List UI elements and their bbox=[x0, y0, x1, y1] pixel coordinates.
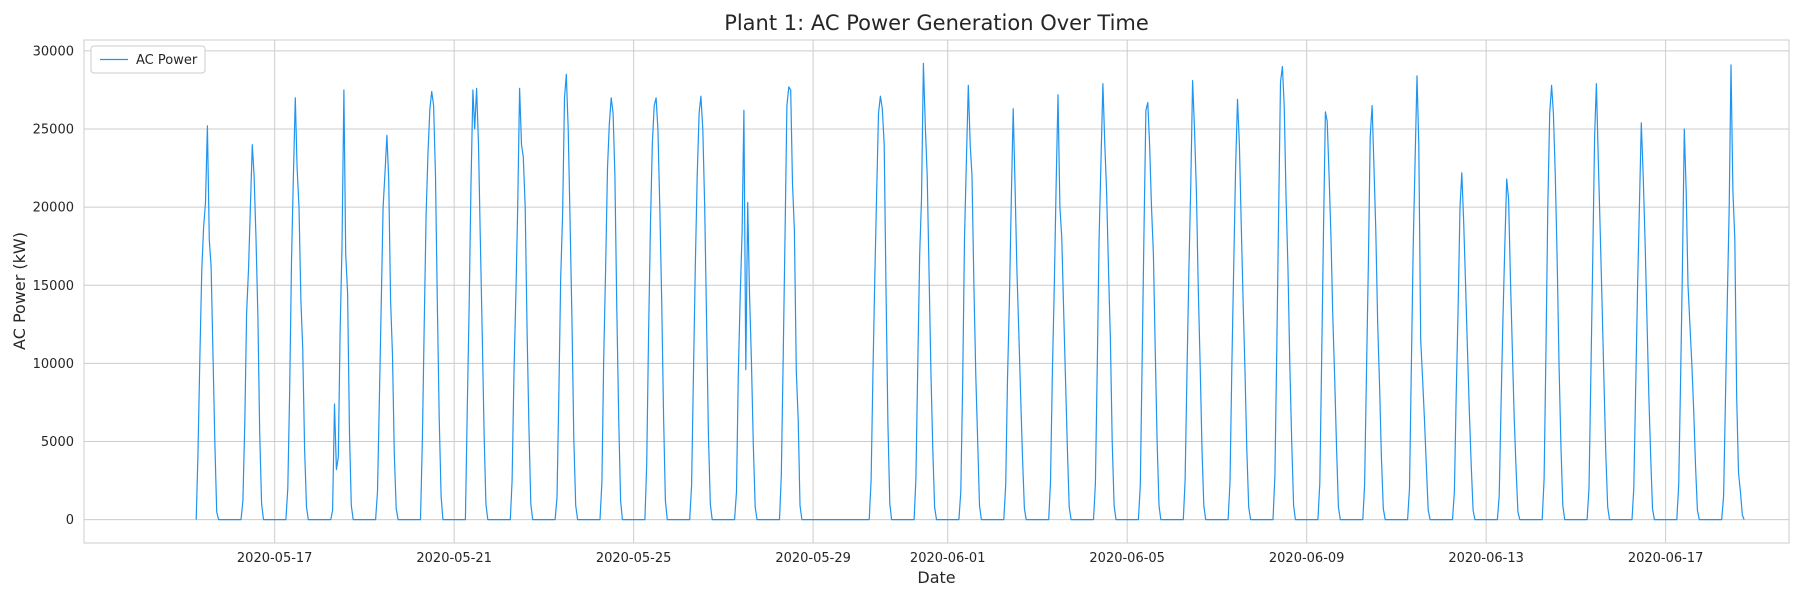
chart-title: Plant 1: AC Power Generation Over Time bbox=[724, 11, 1149, 35]
y-axis-ticks: 0 5000 10000 15000 20000 25000 30000 bbox=[33, 44, 74, 528]
ac-power-line bbox=[195, 62, 1745, 521]
x-tick-label: 2020-06-17 bbox=[1628, 551, 1704, 566]
y-tick-label: 10000 bbox=[33, 357, 74, 372]
legend-box bbox=[90, 45, 206, 74]
x-axis-ticks: 2020-05-17 2020-05-21 2020-05-25 2020-05-29… bbox=[237, 551, 1703, 566]
x-tick-label: 2020-05-29 bbox=[775, 551, 851, 566]
grid bbox=[84, 40, 1789, 543]
x-tick-label: 2020-05-21 bbox=[416, 551, 492, 566]
y-tick-label: 25000 bbox=[33, 123, 74, 138]
x-tick-label: 2020-06-05 bbox=[1089, 551, 1165, 566]
y-axis-title: AC Power (kW) bbox=[10, 232, 29, 350]
x-tick-label: 2020-06-13 bbox=[1448, 551, 1524, 566]
x-tick-label: 2020-06-09 bbox=[1269, 551, 1345, 566]
x-axis-title: Date bbox=[917, 568, 955, 587]
series-layer bbox=[195, 62, 1745, 521]
plot-frame bbox=[83, 39, 1790, 544]
x-tick-label: 2020-05-17 bbox=[237, 551, 313, 566]
x-tick-label: 2020-06-01 bbox=[910, 551, 986, 566]
y-tick-label: 30000 bbox=[33, 44, 74, 59]
legend-label-ac-power: AC Power bbox=[136, 53, 198, 68]
x-tick-label: 2020-05-25 bbox=[596, 551, 672, 566]
y-tick-label: 15000 bbox=[33, 279, 74, 294]
legend: AC Power bbox=[90, 45, 206, 74]
y-tick-label: 20000 bbox=[33, 201, 74, 216]
y-tick-label: 5000 bbox=[41, 435, 74, 450]
y-tick-label: 0 bbox=[66, 513, 74, 528]
